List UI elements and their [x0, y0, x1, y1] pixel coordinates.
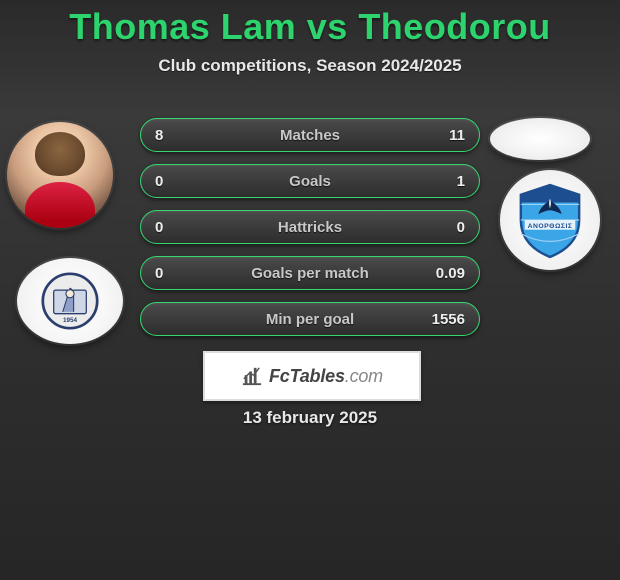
brand-badge[interactable]: FcTables.com	[203, 351, 421, 401]
player1-club-badge: 1954	[17, 258, 123, 344]
brand-text: FcTables.com	[269, 366, 383, 387]
stats-table: 8 Matches 11 0 Goals 1 0 Hattricks 0 0 G…	[140, 118, 480, 348]
player2-club-badge: ΑΝΟΡΘΩΣΙΣ	[500, 170, 600, 270]
page-title: Thomas Lam vs Theodorou	[0, 0, 620, 48]
page-subtitle: Club competitions, Season 2024/2025	[0, 56, 620, 76]
brand-suffix: .com	[345, 366, 383, 386]
svg-text:1954: 1954	[63, 317, 78, 324]
table-row: Min per goal 1556	[140, 302, 480, 336]
footer-date: 13 february 2025	[0, 408, 620, 428]
stat-label: Min per goal	[141, 311, 479, 328]
table-row: 0 Goals 1	[140, 164, 480, 198]
stat-label: Matches	[141, 127, 479, 144]
stat-label: Goals per match	[141, 265, 479, 282]
table-row: 0 Hattricks 0	[140, 210, 480, 244]
comparison-card: Thomas Lam vs Theodorou Club competition…	[0, 0, 620, 580]
player1-avatar	[7, 122, 113, 228]
apollon-crest-icon: 1954	[41, 272, 99, 330]
anorthosis-crest-icon: ΑΝΟΡΘΩΣΙΣ	[515, 181, 585, 259]
brand-name: FcTables	[269, 366, 345, 386]
table-row: 8 Matches 11	[140, 118, 480, 152]
stat-label: Goals	[141, 173, 479, 190]
bar-chart-icon	[241, 366, 263, 386]
svg-text:ΑΝΟΡΘΩΣΙΣ: ΑΝΟΡΘΩΣΙΣ	[528, 223, 573, 230]
table-row: 0 Goals per match 0.09	[140, 256, 480, 290]
player2-avatar	[490, 118, 590, 160]
stat-label: Hattricks	[141, 219, 479, 236]
